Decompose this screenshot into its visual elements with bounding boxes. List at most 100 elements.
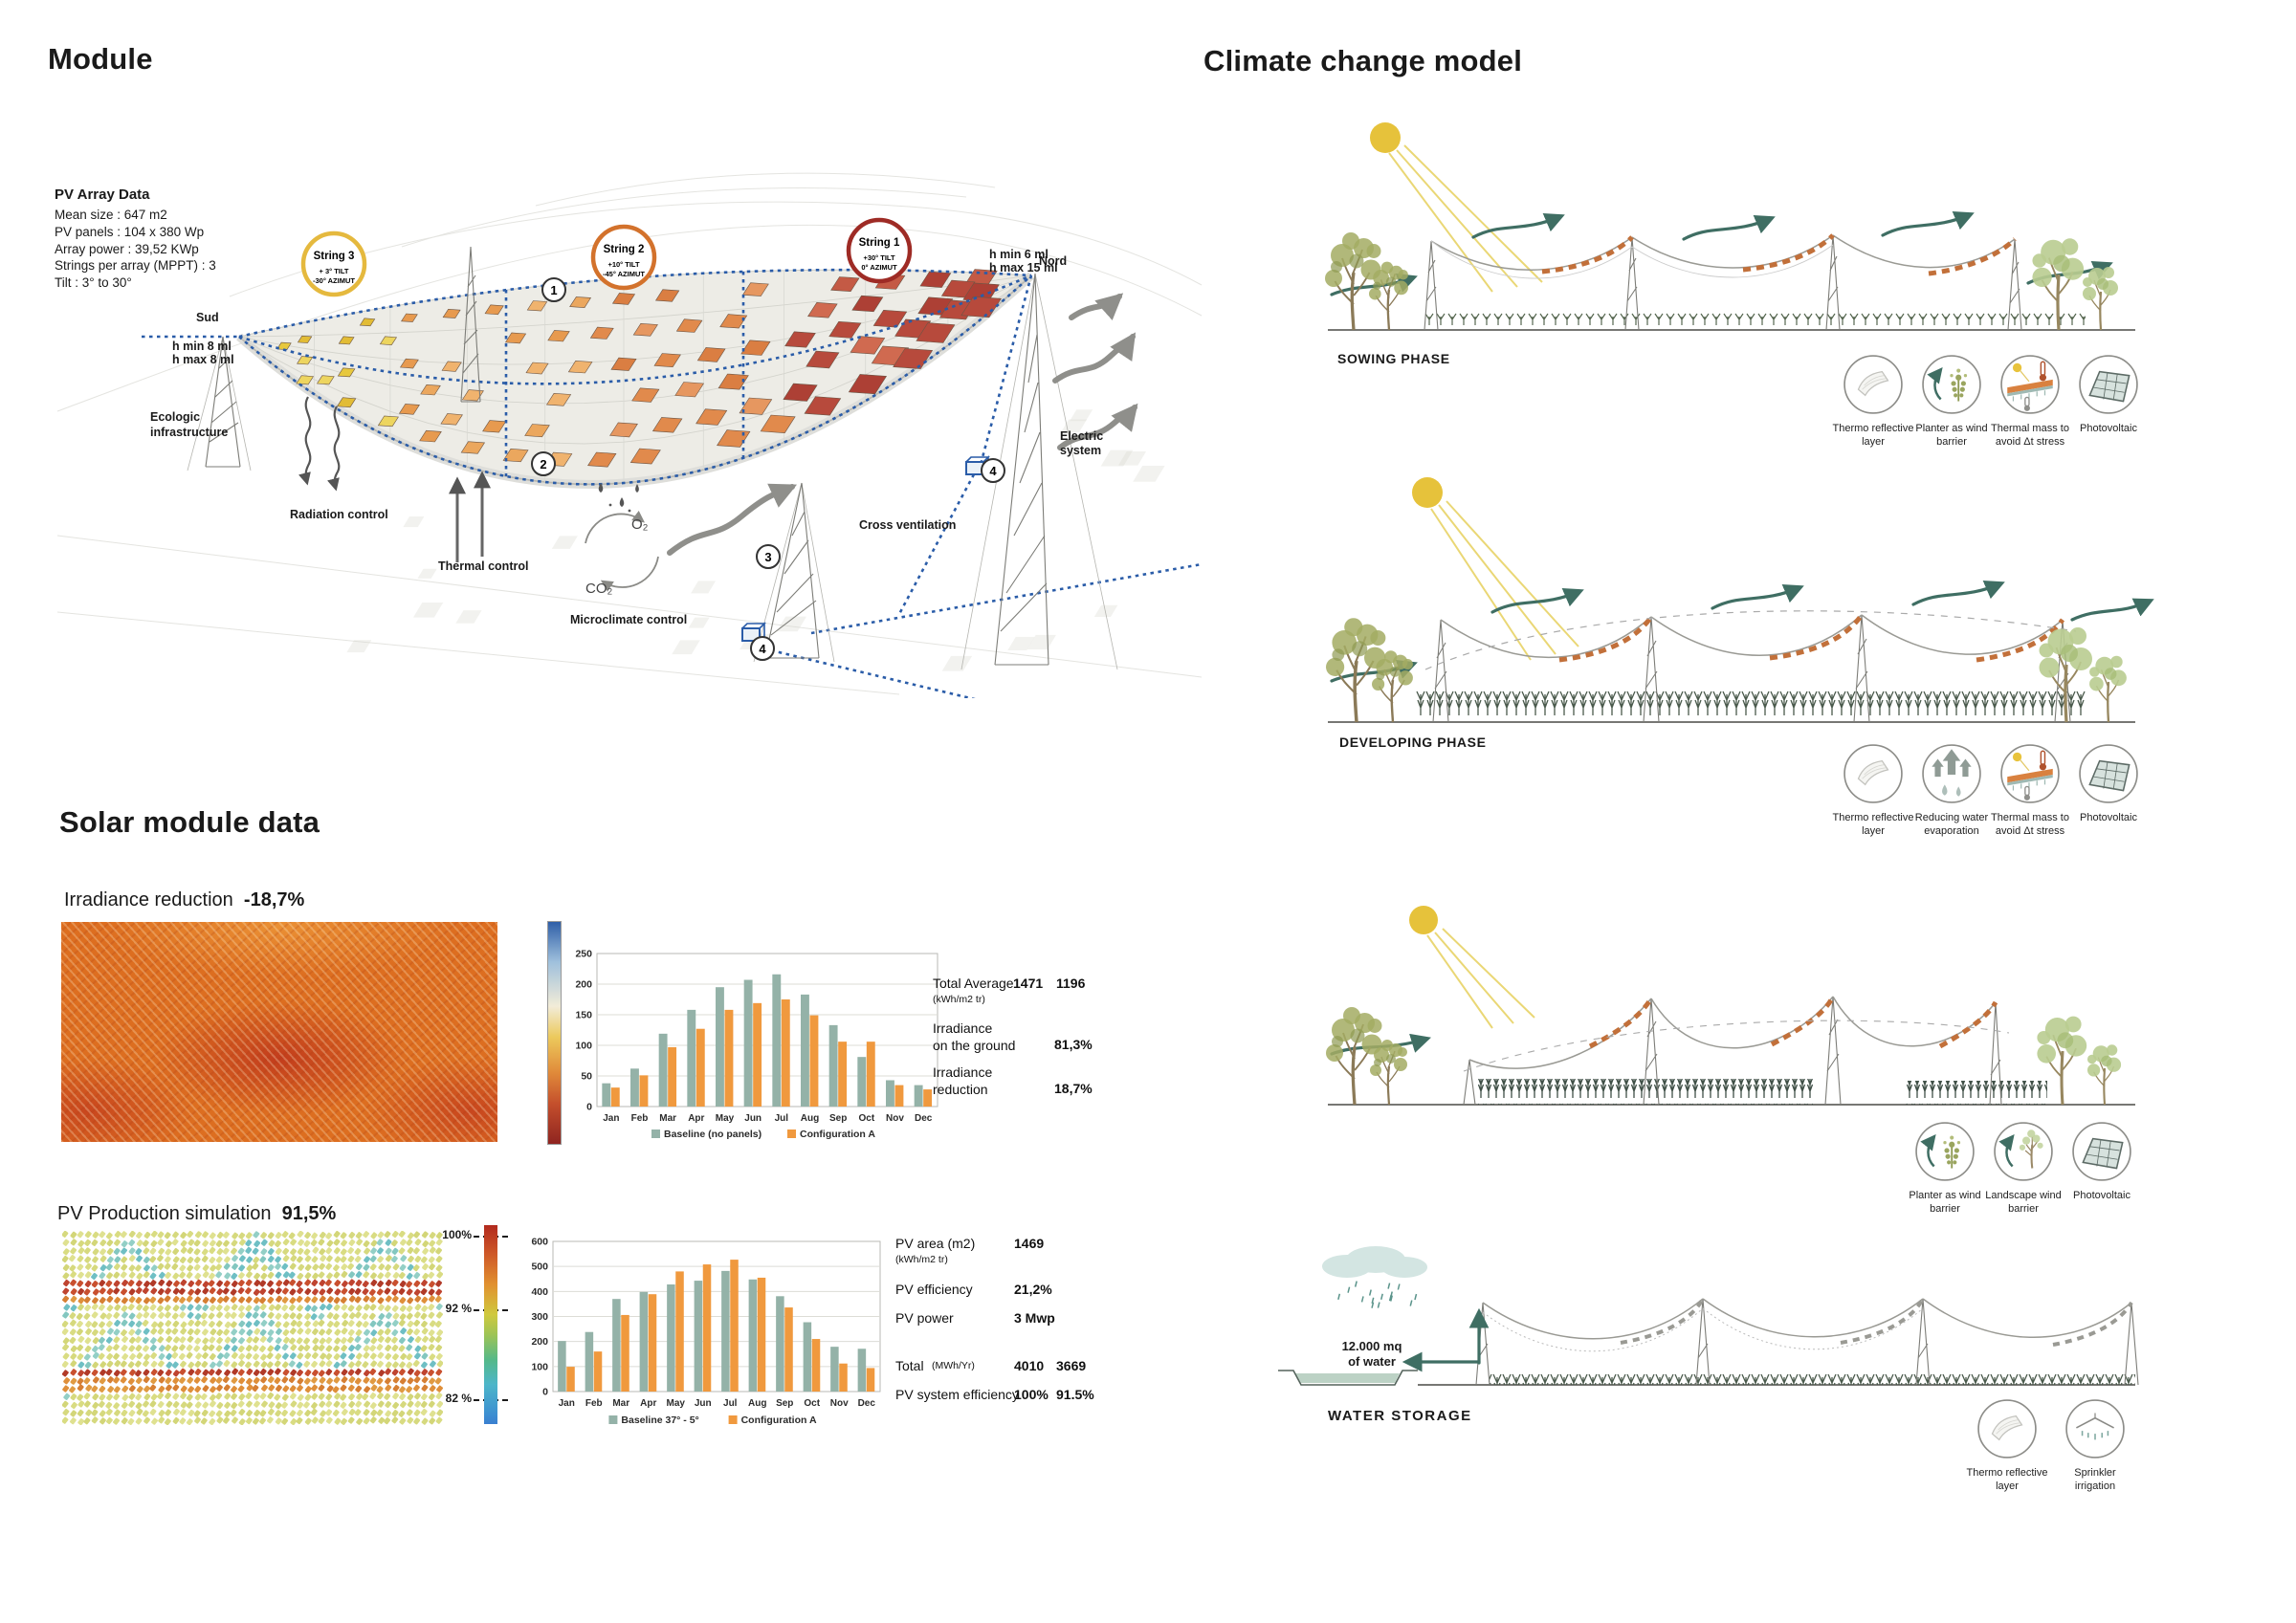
production-dot: [428, 1256, 435, 1263]
production-dot: [157, 1400, 165, 1409]
crops: [1425, 312, 2086, 330]
production-dot: [260, 1400, 268, 1408]
production-dot: [83, 1353, 91, 1361]
production-dot: [165, 1376, 172, 1385]
x-tick-label: Apr: [640, 1398, 656, 1409]
production-dot: [289, 1385, 297, 1393]
production-dot: [326, 1320, 334, 1328]
production-dot: [142, 1305, 149, 1312]
bar-baseline-37-5-: [830, 1347, 839, 1392]
production-dot: [385, 1336, 392, 1344]
bar-configuration-a: [648, 1294, 657, 1392]
production-dot: [180, 1392, 188, 1400]
production-dot: [434, 1335, 442, 1343]
production-dot: [398, 1319, 406, 1327]
production-dot: [370, 1360, 378, 1368]
production-dot: [282, 1369, 290, 1376]
string-1-badge: String 1 +30° TILT 0° AZIMUT: [846, 217, 913, 284]
production-dot: [312, 1246, 320, 1254]
production-dot: [224, 1321, 232, 1328]
production-dot: [334, 1393, 342, 1400]
production-dot: [363, 1271, 370, 1279]
production-dot: [354, 1377, 362, 1385]
production-dot: [171, 1312, 179, 1320]
production-dot: [187, 1335, 194, 1343]
production-dot: [311, 1369, 319, 1377]
pv-icon: [2079, 744, 2138, 803]
production-dot: [348, 1352, 356, 1360]
production-dot: [202, 1401, 210, 1409]
production-dot: [259, 1256, 267, 1263]
production-dot: [195, 1279, 203, 1286]
production-dot: [296, 1409, 303, 1416]
production-dot: [259, 1345, 266, 1352]
production-dot: [238, 1352, 246, 1360]
svg-text:0° AZIMUT: 0° AZIMUT: [861, 263, 897, 272]
production-dot: [384, 1417, 391, 1425]
production-dot: [143, 1345, 149, 1352]
production-dot: [413, 1393, 421, 1400]
production-dot: [149, 1400, 157, 1408]
wind-flow-arrows: [1330, 580, 2154, 683]
production-dot: [282, 1247, 290, 1256]
production-dot: [267, 1255, 275, 1263]
production-dot: [340, 1232, 347, 1239]
production-dot: [434, 1377, 442, 1385]
production-dot: [77, 1418, 85, 1425]
pv-panel: [502, 448, 529, 463]
production-dot: [267, 1375, 275, 1384]
y-tick-label: 600: [531, 1237, 548, 1248]
production-dot: [62, 1337, 70, 1345]
production-dot: [332, 1409, 340, 1417]
production-dot: [363, 1295, 370, 1303]
production-dot: [408, 1336, 414, 1344]
production-dot: [435, 1239, 443, 1246]
production-dot: [62, 1344, 69, 1351]
y-tick-label: 100: [575, 1041, 592, 1052]
production-dot: [377, 1335, 385, 1343]
production-dot: [297, 1369, 303, 1377]
production-dot: [267, 1311, 275, 1319]
production-dot: [92, 1351, 99, 1359]
production-dot: [84, 1256, 92, 1263]
production-dot: [179, 1256, 187, 1264]
pv-panel: [718, 373, 749, 390]
production-dot: [194, 1313, 202, 1321]
production-dot: [107, 1376, 114, 1384]
production-dot: [164, 1256, 171, 1263]
production-dot: [406, 1361, 413, 1369]
production-dot: [135, 1320, 143, 1328]
production-dot: [149, 1312, 157, 1320]
legend-item-water: Reducing water evaporation: [1906, 743, 1998, 839]
stat-value: 3669: [1056, 1358, 1087, 1373]
production-dot: [113, 1370, 121, 1377]
stat-value: 1196: [1056, 976, 1086, 991]
production-dot: [222, 1287, 230, 1295]
production-dot: [208, 1280, 215, 1287]
sun-icon: [1412, 477, 1443, 508]
production-dot: [224, 1369, 232, 1376]
production-dot: [113, 1287, 121, 1295]
legend-label: Baseline 37° - 5°: [621, 1415, 698, 1426]
h-sud-min: h min 8 ml: [172, 340, 232, 353]
production-dot: [355, 1232, 363, 1239]
production-dot: [354, 1335, 362, 1343]
production-dot: [356, 1393, 364, 1400]
production-dot: [113, 1280, 121, 1287]
pv-panel: [740, 340, 771, 356]
production-dot: [245, 1352, 253, 1360]
production-dot: [406, 1288, 413, 1296]
water-basin: [1278, 1370, 1418, 1386]
bar-baseline-no-panels-: [658, 1033, 668, 1107]
production-dot: [319, 1231, 326, 1239]
bar-baseline-37-5-: [667, 1284, 675, 1392]
svg-text:String 3: String 3: [314, 251, 355, 262]
production-dot: [310, 1313, 318, 1321]
x-tick-label: Feb: [585, 1398, 603, 1409]
production-dot: [201, 1376, 209, 1384]
o2-label: O₂: [631, 516, 649, 533]
production-dot: [77, 1280, 84, 1287]
production-dot: [414, 1255, 422, 1263]
marker-1: 1: [541, 277, 566, 302]
pv-panel: [675, 318, 703, 333]
